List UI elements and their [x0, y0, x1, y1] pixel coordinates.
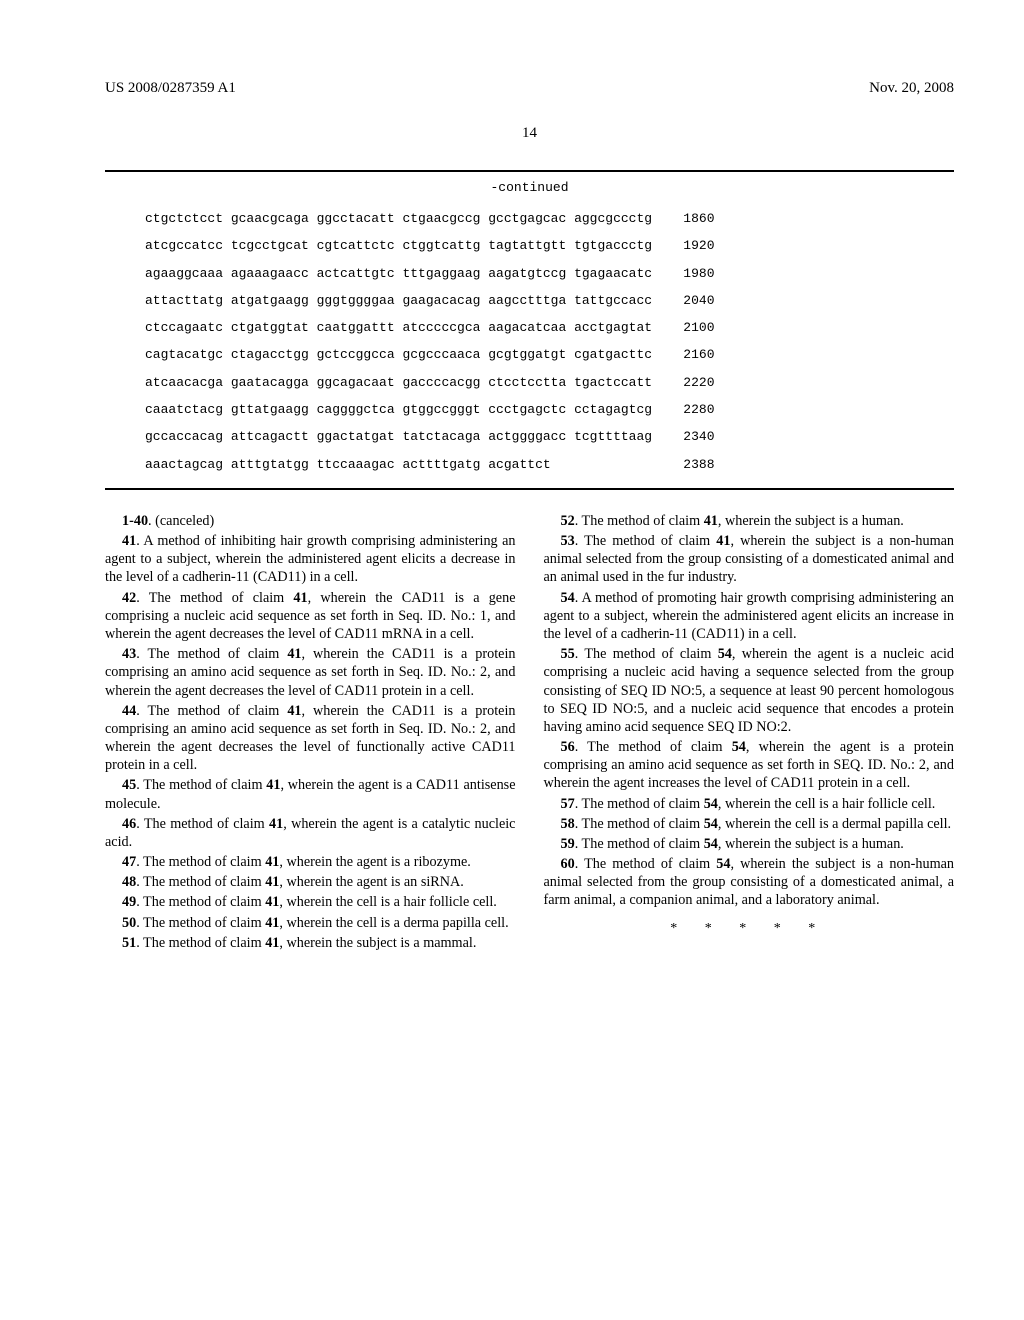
claim: 49. The method of claim 41, wherein the …: [105, 893, 516, 911]
publication-date: Nov. 20, 2008: [869, 80, 954, 97]
sequence-row: agaaggcaaa agaaagaacc actcattgtc tttgagg…: [105, 260, 954, 287]
claim: 55. The method of claim 54, wherein the …: [544, 645, 955, 736]
claim: 51. The method of claim 41, wherein the …: [105, 934, 516, 952]
claim: 56. The method of claim 54, wherein the …: [544, 738, 955, 793]
end-stars: * * * * *: [544, 920, 955, 938]
claim: 59. The method of claim 54, wherein the …: [544, 835, 955, 853]
claim: 52. The method of claim 41, wherein the …: [544, 512, 955, 530]
sequence-row: caaatctacg gttatgaagg caggggctca gtggccg…: [105, 396, 954, 423]
claim: 42. The method of claim 41, wherein the …: [105, 589, 516, 644]
page-number: 14: [105, 125, 954, 142]
sequence-row: ctccagaatc ctgatggtat caatggattt atccccc…: [105, 314, 954, 341]
sequence-row: aaactagcag atttgtatgg ttccaaagac acttttg…: [105, 451, 954, 478]
claim: 48. The method of claim 41, wherein the …: [105, 873, 516, 891]
claims-section: 1-40. (canceled) 41. A method of inhibiti…: [105, 512, 954, 952]
claim: 58. The method of claim 54, wherein the …: [544, 815, 955, 833]
claim: 46. The method of claim 41, wherein the …: [105, 815, 516, 851]
publication-number: US 2008/0287359 A1: [105, 80, 236, 97]
sequence-row: atcaacacga gaatacagga ggcagacaat gacccca…: [105, 369, 954, 396]
claim: 50. The method of claim 41, wherein the …: [105, 914, 516, 932]
claim: 41. A method of inhibiting hair growth c…: [105, 532, 516, 587]
sequence-row: atcgccatcc tcgcctgcat cgtcattctc ctggtca…: [105, 232, 954, 259]
claim: 54. A method of promoting hair growth co…: [544, 589, 955, 644]
claim: 45. The method of claim 41, wherein the …: [105, 776, 516, 812]
claim: 57. The method of claim 54, wherein the …: [544, 795, 955, 813]
claim: 44. The method of claim 41, wherein the …: [105, 702, 516, 775]
sequence-row: ctgctctcct gcaacgcaga ggcctacatt ctgaacg…: [105, 205, 954, 232]
claim: 43. The method of claim 41, wherein the …: [105, 645, 516, 700]
sequence-listing: -continued ctgctctcct gcaacgcaga ggcctac…: [105, 170, 954, 490]
continued-label: -continued: [105, 180, 954, 195]
claim: 60. The method of claim 54, wherein the …: [544, 855, 955, 910]
claim: 1-40. (canceled): [105, 512, 516, 530]
page-header: US 2008/0287359 A1 Nov. 20, 2008: [105, 80, 954, 97]
claim: 53. The method of claim 41, wherein the …: [544, 532, 955, 587]
sequence-row: attacttatg atgatgaagg gggtggggaa gaagaca…: [105, 287, 954, 314]
sequence-row: cagtacatgc ctagacctgg gctccggcca gcgccca…: [105, 341, 954, 368]
claim: 47. The method of claim 41, wherein the …: [105, 853, 516, 871]
sequence-row: gccaccacag attcagactt ggactatgat tatctac…: [105, 423, 954, 450]
